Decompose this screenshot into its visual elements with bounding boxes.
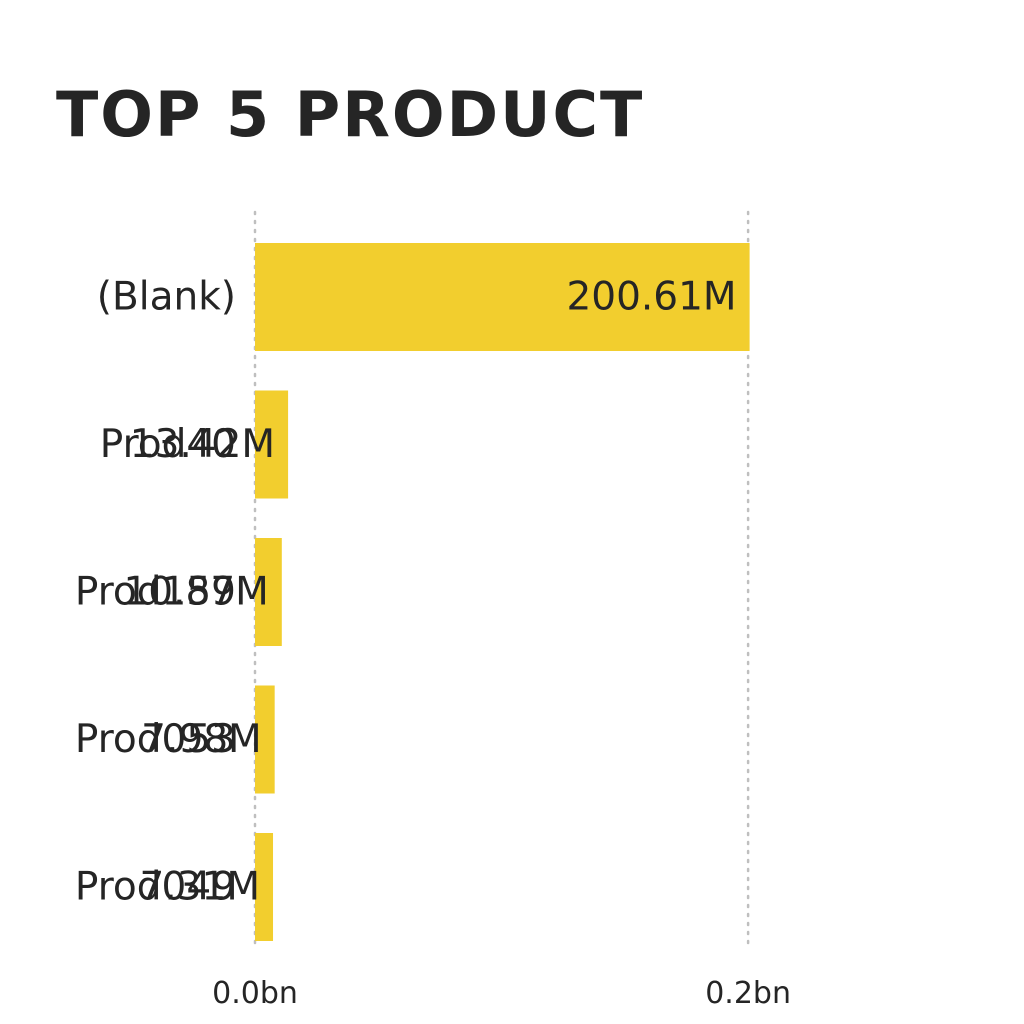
category-label: (Blank) xyxy=(97,275,236,320)
bar[interactable] xyxy=(255,390,289,499)
data-label: 200.61M xyxy=(566,275,736,320)
x-tick-label: 0.2bn xyxy=(705,976,791,1011)
category-label: Prod159 xyxy=(75,570,236,615)
bar[interactable] xyxy=(255,833,274,941)
bar[interactable] xyxy=(255,685,275,794)
category-label: Prod053 xyxy=(75,717,236,762)
chart-title: TOP 5 PRODUCT xyxy=(56,78,645,151)
x-axis-ticks: 0.0bn 0.2bn xyxy=(212,976,791,1011)
data-label: 10.87M xyxy=(123,570,268,615)
category-label: Prod049 xyxy=(75,865,236,910)
bar[interactable] xyxy=(255,243,750,351)
bars xyxy=(255,243,750,941)
category-label: Prod40 xyxy=(100,422,236,467)
data-label: 13.42M xyxy=(130,422,275,467)
data-label: 7.98M xyxy=(141,717,262,762)
bar[interactable] xyxy=(255,538,282,646)
x-tick-label: 0.0bn xyxy=(212,976,298,1011)
data-label: 7.31M xyxy=(140,865,261,910)
